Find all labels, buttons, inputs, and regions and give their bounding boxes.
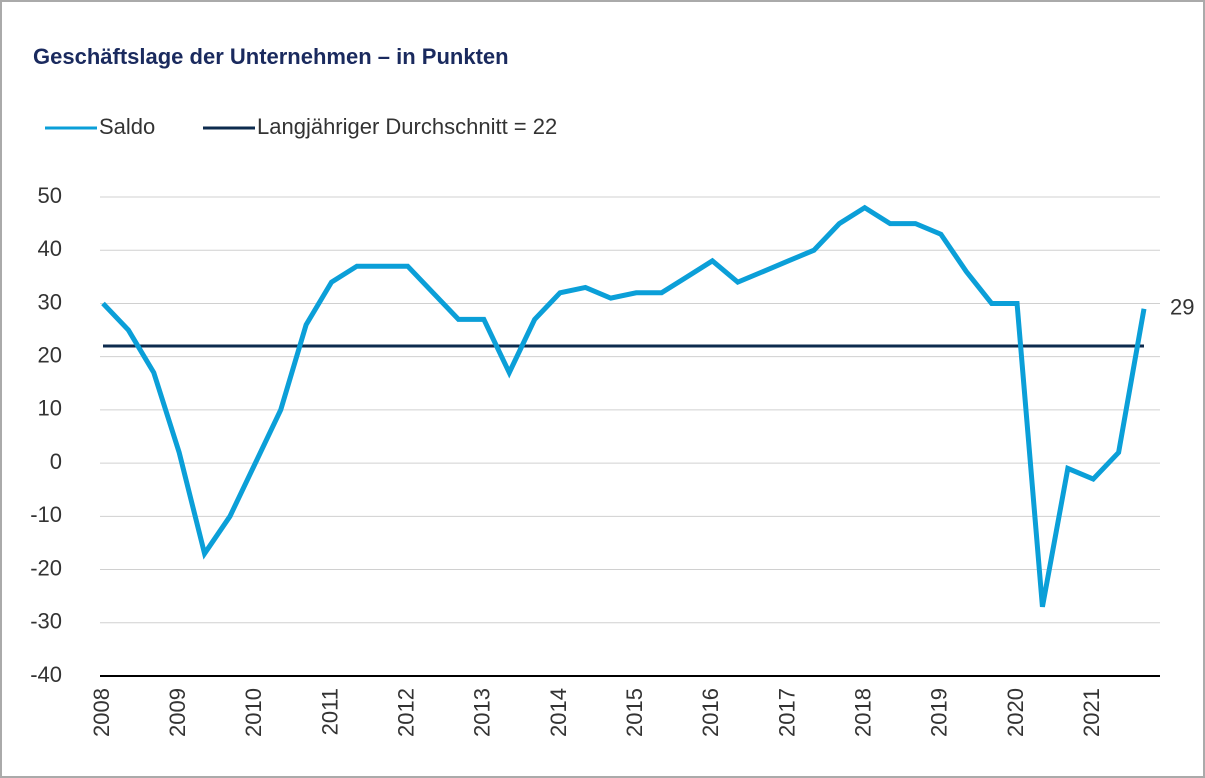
x-tick-label: 2019 — [927, 688, 952, 737]
y-tick-label: 30 — [38, 289, 62, 314]
y-tick-label: 50 — [38, 183, 62, 208]
x-tick-label: 2013 — [470, 688, 495, 737]
y-tick-label: 10 — [38, 396, 62, 421]
x-tick-label: 2018 — [851, 688, 876, 737]
y-tick-label: -30 — [30, 609, 62, 634]
x-tick-label: 2020 — [1003, 688, 1028, 737]
x-tick-label: 2016 — [698, 688, 723, 737]
y-tick-label: -10 — [30, 502, 62, 527]
x-tick-label: 2011 — [317, 688, 342, 735]
x-tick-label: 2021 — [1079, 688, 1104, 737]
x-tick-label: 2009 — [165, 688, 190, 737]
x-tick-label: 2017 — [774, 688, 799, 737]
y-tick-label: 40 — [38, 236, 62, 261]
chart-title: Geschäftslage der Unternehmen – in Punkt… — [33, 44, 509, 69]
data-label: 29 — [1170, 295, 1194, 320]
y-tick-label: 0 — [50, 449, 62, 474]
legend-label: Saldo — [99, 114, 155, 139]
series-line — [101, 204, 1147, 608]
legend-label: Langjähriger Durchschnitt = 22 — [257, 114, 557, 139]
x-tick-label: 2015 — [622, 688, 647, 737]
x-tick-label: 2014 — [546, 688, 571, 737]
y-tick-label: 20 — [38, 342, 62, 367]
x-tick-label: 2012 — [393, 688, 418, 737]
x-tick-label: 2010 — [241, 688, 266, 737]
x-tick-label: 2008 — [89, 688, 114, 737]
y-tick-label: -20 — [30, 555, 62, 580]
y-tick-label: -40 — [30, 662, 62, 687]
